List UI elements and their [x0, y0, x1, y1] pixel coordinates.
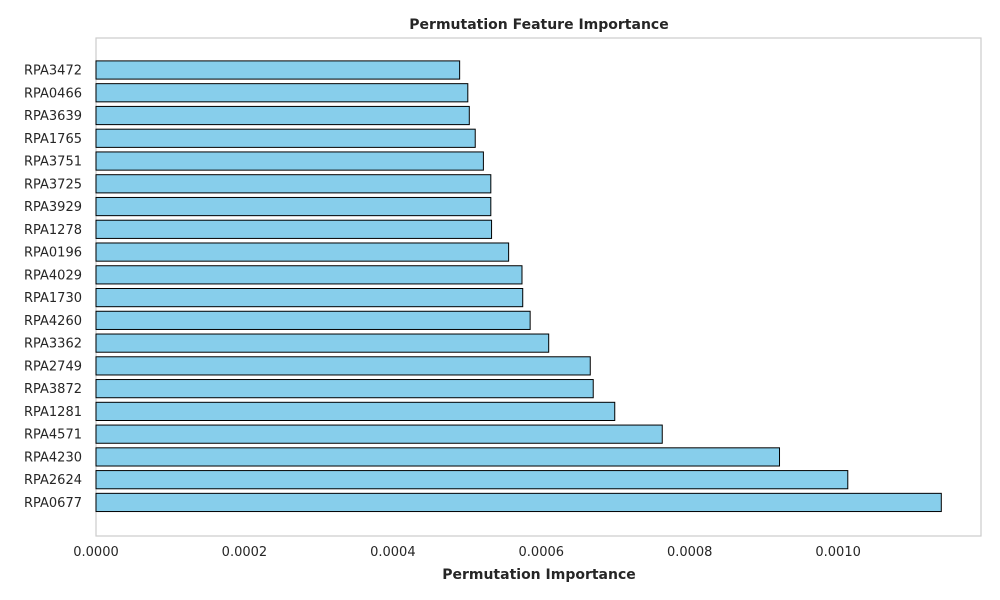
- bar-rpa1730: [95, 288, 524, 308]
- y-tick-label: RPA0677: [24, 496, 82, 511]
- y-tick-label: RPA3639: [24, 109, 82, 124]
- bar-rpa0677: [95, 492, 942, 513]
- bar-rpa3639: [95, 105, 470, 126]
- y-tick-label: RPA3751: [24, 155, 82, 170]
- y-tick-label: RPA1278: [24, 223, 82, 238]
- y-tick-label: RPA0196: [24, 246, 82, 261]
- y-tick-label: RPA1765: [24, 132, 82, 147]
- y-tick-label: RPA0466: [24, 86, 82, 101]
- bar-rpa3472: [95, 60, 461, 80]
- y-tick-label: RPA4029: [24, 268, 82, 283]
- y-tick-label: RPA3725: [24, 177, 82, 192]
- bar-rpa2749: [95, 356, 591, 376]
- x-tick-labels: 0.0000 0.0002 0.0004 0.0006 0.0008 0.0010: [73, 545, 861, 560]
- x-tick-label: 0.0000: [73, 545, 119, 560]
- bar-rpa1281: [95, 401, 616, 421]
- y-tick-label: RPA1281: [24, 405, 82, 420]
- bar-rpa0466: [95, 83, 469, 103]
- y-tick-label: RPA4230: [24, 450, 82, 465]
- x-tick-label: 0.0008: [667, 545, 713, 560]
- bar-rpa3872: [95, 379, 594, 399]
- x-tick-label: 0.0002: [222, 545, 268, 560]
- bar-rpa3751: [95, 151, 484, 171]
- y-tick-label: RPA4260: [24, 314, 82, 329]
- x-tick-label: 0.0010: [815, 545, 861, 560]
- bar-rpa3725: [95, 174, 492, 194]
- y-tick-label: RPA3929: [24, 200, 82, 215]
- chart-title: Permutation Feature Importance: [409, 17, 668, 33]
- bar-rpa4260: [95, 310, 531, 330]
- bar-rpa4029: [95, 265, 523, 285]
- y-tick-label: RPA4571: [24, 428, 82, 443]
- y-tick-label: RPA2749: [24, 359, 82, 374]
- y-tick-label: RPA3362: [24, 337, 82, 352]
- y-tick-label: RPA2624: [24, 473, 82, 488]
- x-axis-label: Permutation Importance: [442, 567, 636, 583]
- bar-rpa1765: [95, 128, 476, 148]
- y-tick-label: RPA1730: [24, 291, 82, 306]
- x-tick-label: 0.0006: [519, 545, 565, 560]
- y-tick-label: RPA3472: [24, 64, 82, 79]
- y-tick-labels: RPA3472 RPA0466 RPA3639 RPA1765 RPA3751 RPA37…: [24, 64, 82, 511]
- bar-rpa4230: [95, 447, 781, 467]
- x-tick-label: 0.0004: [370, 545, 416, 560]
- bar-rpa3362: [95, 333, 550, 353]
- bar-rpa3929: [95, 196, 492, 217]
- bar-rpa2624: [95, 470, 849, 490]
- bar-rpa4571: [95, 424, 663, 444]
- bar-rpa1278: [95, 219, 493, 239]
- bar-rpa0196: [95, 242, 510, 262]
- bars-group: [95, 60, 942, 513]
- y-tick-label: RPA3872: [24, 382, 82, 397]
- plot-frame: [95, 37, 982, 537]
